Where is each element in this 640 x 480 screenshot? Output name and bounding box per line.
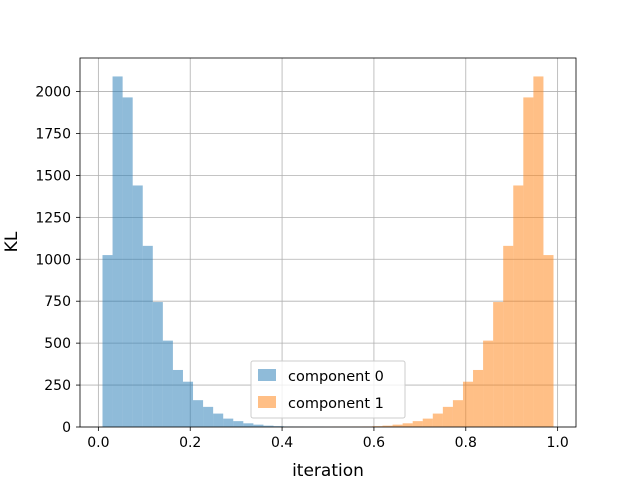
bar-component-0 — [213, 413, 224, 427]
bar-component-1 — [503, 245, 514, 427]
y-tick-label: 1250 — [35, 210, 71, 226]
x-tick-label: 1.0 — [546, 435, 568, 451]
bar-component-1 — [483, 340, 494, 427]
bar-component-1 — [493, 302, 504, 427]
x-axis-label: iteration — [292, 461, 364, 480]
x-tick-label: 0.2 — [179, 435, 201, 451]
bar-component-1 — [412, 421, 423, 427]
x-ticks: 0.0 0.2 0.4 0.6 0.8 1.0 — [87, 427, 569, 451]
y-tick-label: 1500 — [35, 168, 71, 184]
axes-frame — [79, 57, 577, 428]
legend-label-component-1: component 1 — [288, 396, 384, 412]
bar-component-0 — [193, 400, 204, 427]
bar-component-0 — [112, 76, 123, 427]
bar-component-0 — [243, 423, 254, 427]
bar-component-1 — [513, 185, 524, 427]
legend-swatch-component-1 — [258, 396, 276, 408]
bars — [102, 76, 554, 428]
legend: component 0 component 1 — [250, 360, 406, 419]
bar-component-0 — [152, 302, 163, 427]
bar-component-1 — [543, 255, 554, 427]
legend-box — [250, 360, 406, 419]
y-tick-label: 2000 — [35, 85, 71, 101]
y-tick-label: 1750 — [35, 126, 71, 142]
bar-component-0 — [122, 97, 133, 428]
bar-component-0 — [162, 340, 173, 427]
bar-component-1 — [462, 381, 474, 427]
bar-component-0 — [223, 418, 234, 427]
bar-component-0 — [233, 421, 244, 427]
y-tick-label: 0 — [62, 420, 71, 436]
bar-component-0 — [102, 255, 113, 427]
x-tick-label: 0.4 — [271, 435, 293, 451]
y-tick-label: 500 — [44, 336, 71, 352]
x-tick-label: 0.8 — [455, 435, 477, 451]
legend-label-component-0: component 0 — [288, 369, 384, 385]
bar-component-1 — [402, 423, 413, 427]
bar-component-0 — [203, 406, 214, 427]
y-axis-label: KL — [2, 231, 22, 252]
bar-component-0 — [172, 369, 183, 427]
bar-component-1 — [523, 97, 534, 428]
y-ticks: 0 250 500 750 1000 1250 1500 1750 2000 — [35, 85, 80, 436]
bar-component-1 — [392, 424, 403, 427]
bar-component-1 — [382, 425, 393, 427]
bar-component-1 — [422, 418, 433, 427]
bar-component-1 — [533, 76, 544, 427]
bar-component-0 — [132, 185, 143, 427]
bar-component-0 — [273, 426, 284, 427]
y-tick-label: 250 — [44, 378, 71, 394]
x-tick-label: 0.6 — [363, 435, 385, 451]
bar-component-0 — [253, 424, 264, 427]
grid-lines — [80, 58, 576, 428]
bar-component-0 — [263, 425, 274, 427]
legend-swatch-component-0 — [258, 369, 276, 381]
bar-component-0 — [142, 245, 153, 427]
y-tick-label: 1000 — [35, 252, 71, 268]
bar-component-1 — [372, 426, 383, 427]
bar-component-1 — [432, 413, 443, 427]
bar-component-1 — [473, 369, 484, 427]
bar-component-0 — [182, 381, 194, 427]
x-tick-label: 0.0 — [87, 435, 109, 451]
bar-component-1 — [452, 400, 463, 427]
y-tick-label: 750 — [44, 294, 71, 310]
bar-component-1 — [442, 406, 453, 427]
